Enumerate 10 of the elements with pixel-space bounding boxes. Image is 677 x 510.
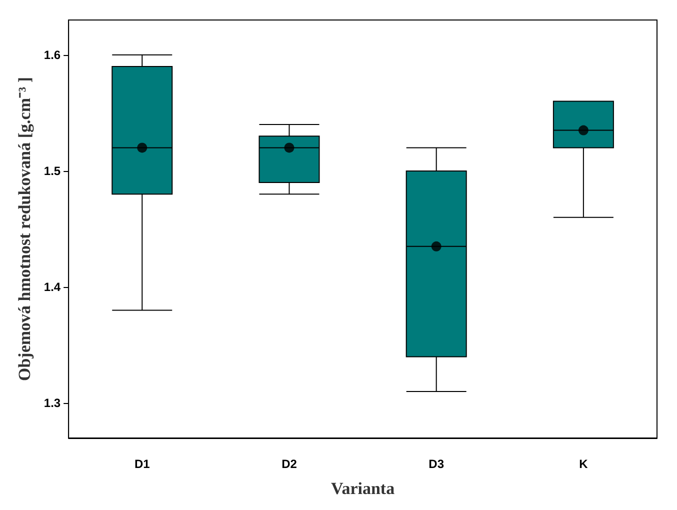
x-tick-label: D3 bbox=[428, 457, 444, 471]
x-tick-label: D1 bbox=[134, 457, 150, 471]
y-tick-label: 1.4 bbox=[44, 280, 61, 294]
y-tick-label: 1.6 bbox=[44, 48, 61, 62]
y-tick-label: 1.3 bbox=[44, 396, 61, 410]
x-tick-label: D2 bbox=[282, 457, 298, 471]
x-tick-label: K bbox=[579, 457, 588, 471]
y-axis-title: Objemová hmotnost redukovaná [g.cm⁻³ ] bbox=[15, 76, 34, 382]
x-axis-title: Varianta bbox=[330, 479, 396, 498]
y-tick-label: 1.5 bbox=[44, 164, 61, 178]
